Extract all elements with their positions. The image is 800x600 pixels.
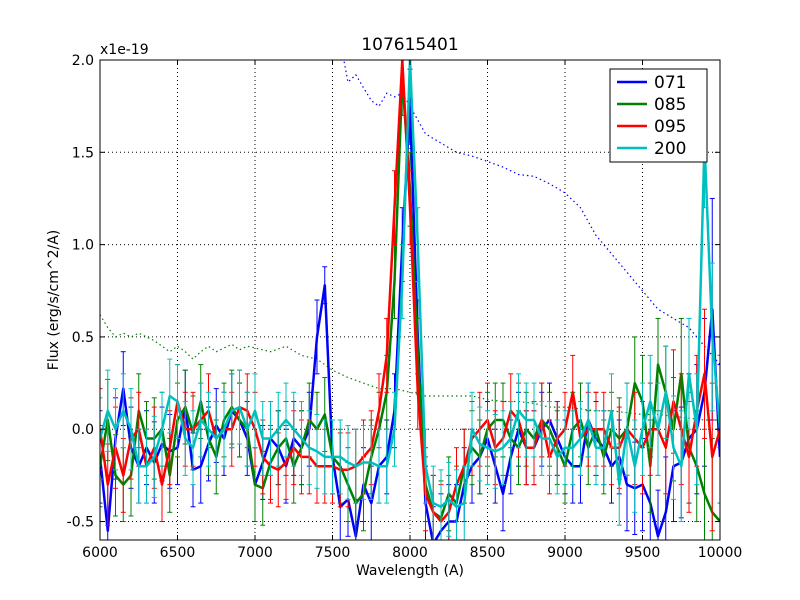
x-tick-label: 8000 <box>392 545 428 561</box>
x-tick-label: 10000 <box>698 545 743 561</box>
x-tick-label: 9000 <box>547 545 583 561</box>
legend-label-085: 085 <box>654 95 686 115</box>
legend-label-200: 200 <box>654 139 686 159</box>
legend-label-095: 095 <box>654 117 686 137</box>
y-tick-label: 1.5 <box>72 145 94 161</box>
series-group <box>100 60 720 540</box>
y-tick-label: 0.0 <box>72 422 94 438</box>
template-blue-dotted <box>343 60 720 365</box>
y-tick-label: 0.5 <box>72 330 94 346</box>
axis-ticks: 6000 6500 7000 7500 8000 8500 9000 9500 10000 -0.… <box>67 53 743 561</box>
x-tick-label: 7500 <box>315 545 351 561</box>
legend-label-071: 071 <box>654 73 686 93</box>
x-tick-label: 8500 <box>470 545 506 561</box>
x-axis-label: Wavelength (A) <box>356 563 464 579</box>
legend-box <box>609 68 708 163</box>
y-tick-label: 1.0 <box>72 238 94 254</box>
series-line-200 <box>100 60 720 509</box>
x-tick-label: 9500 <box>625 545 661 561</box>
x-tick-label: 7000 <box>237 545 273 561</box>
x-tick-label: 6000 <box>82 545 118 561</box>
chart-title: 107615401 <box>361 35 458 55</box>
y-tick-label: -0.5 <box>67 515 94 531</box>
y-offset-label: x1e-19 <box>100 42 149 58</box>
reference-lines <box>100 60 720 421</box>
x-tick-label: 6500 <box>160 545 196 561</box>
y-tick-label: 2.0 <box>72 53 94 69</box>
y-axis-label: Flux (erg/s/cm^2/A) <box>46 230 62 370</box>
series-line-095 <box>100 60 720 523</box>
template-green-dotted <box>100 314 720 421</box>
